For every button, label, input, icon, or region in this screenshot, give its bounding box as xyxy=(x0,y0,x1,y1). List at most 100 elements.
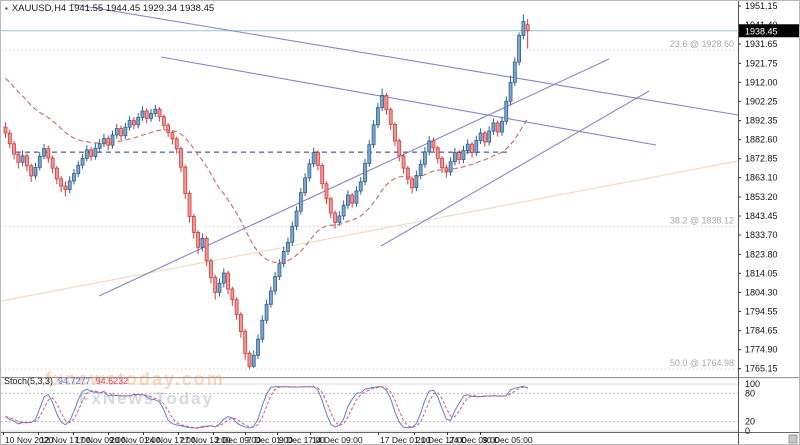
candle-body xyxy=(161,116,166,126)
price-axis-label: 1872.85 xyxy=(745,154,778,164)
time-axis-label: 20 Nov 01:00 xyxy=(110,435,161,445)
price-axis-label: 1921.75 xyxy=(745,58,778,68)
time-axis[interactable] xyxy=(1,433,800,445)
stochastic-pane-area[interactable] xyxy=(1,379,738,432)
candle-body xyxy=(461,150,466,160)
candle-body xyxy=(110,134,115,146)
candle-body xyxy=(470,143,474,153)
stochastic-label[interactable]: Stoch(5,3,3) 94.7277 94.6232 xyxy=(4,376,128,386)
candle-body xyxy=(452,152,457,163)
candle-body xyxy=(303,177,308,194)
candle-body xyxy=(328,198,333,214)
candle-body xyxy=(93,147,98,157)
time-axis-label: 14 Dec 09:00 xyxy=(312,435,363,445)
candle-body xyxy=(179,148,183,168)
price-axis-label: 1892.35 xyxy=(745,116,778,126)
candle-body xyxy=(187,193,192,217)
candle-body xyxy=(333,212,337,223)
price-axis-label: 1784.65 xyxy=(745,326,778,336)
candle-body xyxy=(440,157,444,169)
candle-body xyxy=(24,155,29,167)
candle-body xyxy=(478,132,483,141)
price-axis-label: 1765.15 xyxy=(745,364,778,374)
candle-body xyxy=(512,61,517,83)
chart-plot-area[interactable] xyxy=(1,1,738,377)
candle-body xyxy=(123,126,128,137)
price-axis-label: 1814.05 xyxy=(745,268,778,278)
price-axis-label: 1863.10 xyxy=(745,173,778,183)
candle-body xyxy=(273,276,278,292)
price-axis-label: 1853.20 xyxy=(745,192,778,202)
stoch-pane xyxy=(1,383,738,432)
candle-body xyxy=(277,263,282,277)
candle-body xyxy=(256,338,260,356)
candle-body xyxy=(136,117,141,126)
candle-body xyxy=(298,192,303,212)
stochastic-k-value: 94.7277 xyxy=(58,376,91,386)
candle-body xyxy=(29,165,34,177)
stoch-signal-line xyxy=(5,386,528,429)
candle-body xyxy=(191,216,196,233)
time-axis-label: 2 Dec 09:00 xyxy=(215,435,261,445)
candle-body xyxy=(42,148,46,157)
candle-body xyxy=(350,194,355,204)
candle-body xyxy=(209,260,213,278)
stochastic-name: Stoch(5,3,3) xyxy=(4,376,54,386)
candle-body xyxy=(268,290,273,305)
candle-body xyxy=(127,120,132,128)
scroll-marker[interactable] xyxy=(788,434,798,444)
candle-body xyxy=(517,35,521,63)
candle-body xyxy=(375,107,380,126)
price-axis[interactable] xyxy=(739,1,800,432)
candle-body xyxy=(495,122,500,133)
candle-body xyxy=(393,124,397,142)
candle-body xyxy=(367,144,372,164)
fib-level-label: 23.6 @ 1928.60 xyxy=(670,39,734,49)
time-axis-label: 7 Dec 01:00 xyxy=(247,435,293,445)
candle-body xyxy=(174,138,179,150)
candle-body xyxy=(72,173,76,182)
candle-body xyxy=(114,128,119,136)
candle-body xyxy=(3,126,8,134)
candle-body xyxy=(410,178,415,189)
candle-body xyxy=(102,138,106,145)
candle-body xyxy=(37,155,42,168)
candle-body xyxy=(106,138,111,146)
price-axis-label: 1833.70 xyxy=(745,230,778,240)
candle-body xyxy=(226,272,230,290)
descending-trendline-2 xyxy=(160,56,657,146)
symbol-label: XAUUSD,H4 xyxy=(11,3,67,14)
candle-body xyxy=(200,237,205,248)
candle-body xyxy=(89,149,93,157)
candle-body xyxy=(354,190,359,204)
chart-title: ▪ XAUUSD,H4 1941.55 1944.45 1929.34 1938.… xyxy=(5,3,214,14)
candle-body xyxy=(153,108,158,114)
candle-body xyxy=(388,109,393,125)
candle-body xyxy=(20,155,25,163)
candle-body xyxy=(144,110,149,119)
candle-body xyxy=(251,354,256,367)
candle-body xyxy=(67,180,72,190)
candle-body xyxy=(324,183,329,200)
candle-body xyxy=(431,140,436,149)
candle-body xyxy=(358,181,363,192)
time-axis-label: 17 Dec 01:00 xyxy=(380,435,431,445)
candle-body xyxy=(363,163,367,183)
candle-body xyxy=(281,251,286,265)
candle-body xyxy=(427,140,432,153)
candle-body xyxy=(140,110,145,118)
candle-body xyxy=(341,204,346,217)
time-axis-label: 27 Nov 13:00 xyxy=(180,435,231,445)
candle-body xyxy=(213,276,218,293)
candle-body xyxy=(521,21,526,36)
candle-body xyxy=(97,143,102,149)
fib-level-label: 38.2 @ 1838.12 xyxy=(670,215,734,225)
candle-body xyxy=(170,132,175,140)
candle-body xyxy=(457,152,462,160)
price-axis-label: 1804.30 xyxy=(745,287,778,297)
candle-body xyxy=(217,282,222,293)
candle-body xyxy=(405,167,410,180)
time-axis-label: 9 Dec 17:00 xyxy=(279,435,325,445)
